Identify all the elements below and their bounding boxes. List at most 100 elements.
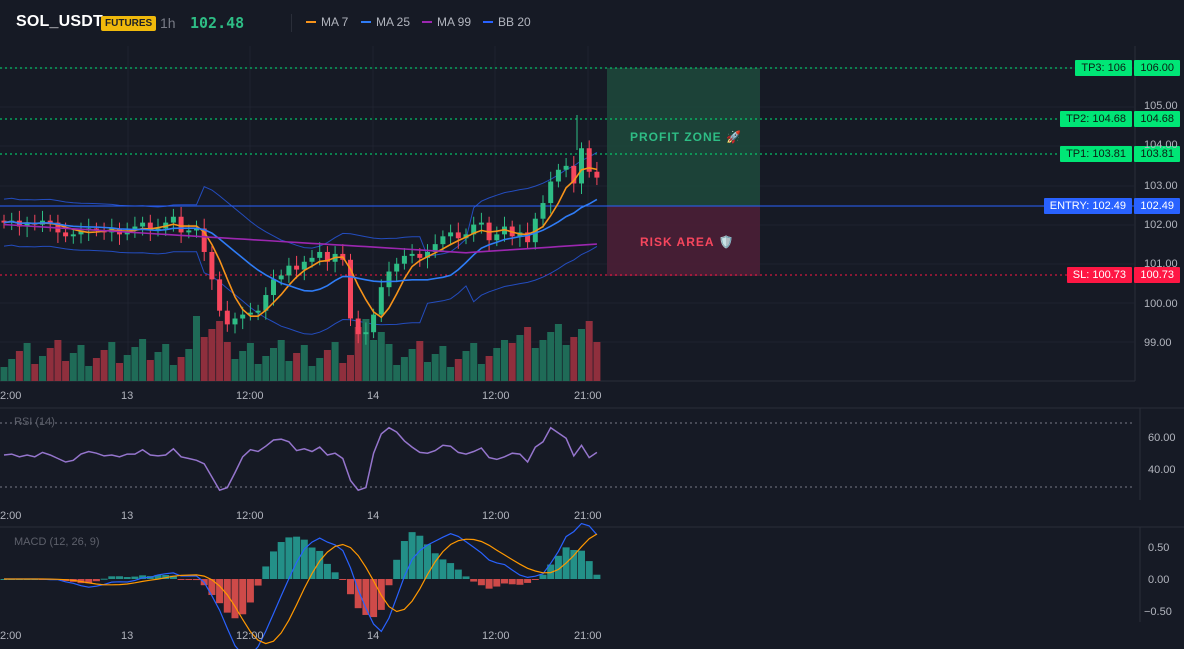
macd-label: MACD (12, 26, 9) — [14, 536, 100, 548]
ma25-line — [3, 198, 598, 292]
volume-bar — [539, 340, 547, 381]
macd-histogram-bar — [162, 574, 170, 579]
volume-bar — [370, 340, 378, 381]
tp1-tag[interactable]: TP1: 103.81 — [1060, 146, 1132, 162]
macd-histogram-bar — [169, 575, 177, 579]
candle-body — [355, 318, 361, 335]
volume-bar — [377, 332, 385, 381]
macd-histogram-bar — [293, 536, 301, 579]
entry-tag[interactable]: ENTRY: 102.49 — [1043, 198, 1132, 214]
candle-body — [1, 220, 7, 223]
volume-bar — [116, 363, 123, 381]
candle-body — [401, 255, 407, 264]
volume-bar — [593, 342, 601, 381]
macd-histogram-bar — [308, 547, 316, 579]
volume-bar — [293, 353, 301, 381]
entry-price: 102.49 — [1134, 198, 1180, 214]
macd-tick: 0.50 — [1148, 542, 1170, 554]
macd-histogram-bar — [516, 579, 524, 585]
candle-body — [563, 165, 569, 170]
risk-zone[interactable] — [607, 206, 760, 276]
candle-body — [494, 234, 500, 241]
macd-histogram-bar — [385, 579, 393, 586]
bb-upper — [3, 151, 598, 257]
volume-bar — [408, 349, 416, 381]
candle-body — [217, 279, 223, 311]
volume-bar — [15, 351, 23, 381]
legend-bb20[interactable]: BB 20 — [483, 15, 531, 29]
time-label: 14 — [367, 630, 380, 642]
tp3-tag[interactable]: TP3: 106 — [1075, 60, 1132, 76]
legend-ma7[interactable]: MA 7 — [306, 15, 348, 29]
macd-histogram-bar — [593, 574, 601, 579]
volume-bar — [308, 366, 316, 381]
macd-histogram-bar — [277, 542, 285, 579]
volume-bar — [139, 339, 147, 381]
header-divider — [291, 14, 292, 32]
candle-body — [417, 253, 423, 258]
macd-histogram-bar — [531, 579, 539, 580]
volume-bar — [8, 359, 16, 381]
volume-bar — [439, 346, 447, 381]
price-tick: 105.00 — [1144, 100, 1178, 112]
volume-bar — [562, 345, 570, 381]
time-label: 21:00 — [574, 510, 602, 522]
time-label: 12:00 — [236, 510, 264, 522]
symbol-name[interactable]: SOL_USDT — [16, 13, 103, 30]
volume-bar — [501, 340, 508, 381]
volume-bar — [531, 348, 539, 381]
volume-bar — [77, 345, 85, 381]
candle-body — [240, 314, 246, 319]
rsi-tick: 40.00 — [1148, 464, 1176, 476]
candle-body — [363, 332, 369, 335]
rsi-path — [3, 426, 598, 492]
candle-body — [432, 244, 438, 252]
legend-ma25[interactable]: MA 25 — [361, 15, 410, 29]
legend-ma99[interactable]: MA 99 — [422, 15, 471, 29]
ma99-swatch — [422, 21, 432, 23]
volume-bar — [570, 337, 578, 381]
time-label: 12:00 — [482, 630, 510, 642]
macd-histogram-bar — [123, 577, 131, 579]
macd-histogram-bar — [185, 579, 193, 580]
candle-body — [286, 265, 292, 276]
volume-bar — [524, 327, 532, 381]
volume-bar — [277, 340, 285, 381]
volume-bar — [516, 335, 524, 381]
volume-bar — [200, 337, 208, 381]
volume-bar — [470, 343, 478, 381]
volume-bar — [323, 350, 331, 381]
price-tick: 102.00 — [1144, 219, 1178, 231]
volume-bar — [554, 324, 562, 381]
volume-bar — [331, 342, 339, 381]
profit-zone[interactable] — [607, 68, 760, 206]
risk-zone-label: RISK AREA 🛡️ — [640, 235, 735, 249]
candle-body — [140, 222, 146, 227]
volume-bar — [262, 356, 270, 381]
macd-histogram-bar — [131, 576, 139, 579]
macd-histogram-bar — [262, 566, 270, 579]
rsi-line — [3, 426, 598, 492]
time-label: 2:00 — [0, 630, 22, 642]
volume-bar — [300, 345, 308, 381]
volume-bar — [477, 364, 485, 381]
tp2-tag[interactable]: TP2: 104.68 — [1060, 111, 1132, 127]
macd-histogram-bar — [323, 563, 331, 579]
candle-body — [78, 230, 84, 235]
candle-body — [271, 279, 276, 296]
macd-signal-line — [4, 533, 598, 645]
timeframe-selector[interactable]: 1h — [160, 15, 176, 31]
candle-body — [70, 234, 76, 237]
volume-bar — [62, 361, 70, 381]
macd-histogram-bar — [477, 579, 485, 586]
volume-bar — [185, 349, 193, 381]
price-tick: 99.00 — [1144, 337, 1172, 349]
sl-tag[interactable]: SL: 100.73 — [1066, 267, 1132, 283]
time-label: 14 — [367, 510, 380, 522]
candle-body — [540, 203, 546, 219]
macd-histogram-bar — [585, 561, 593, 579]
macd-histogram-bar — [139, 575, 147, 579]
candle-body — [232, 318, 238, 325]
price-tick: 101.00 — [1144, 258, 1178, 270]
